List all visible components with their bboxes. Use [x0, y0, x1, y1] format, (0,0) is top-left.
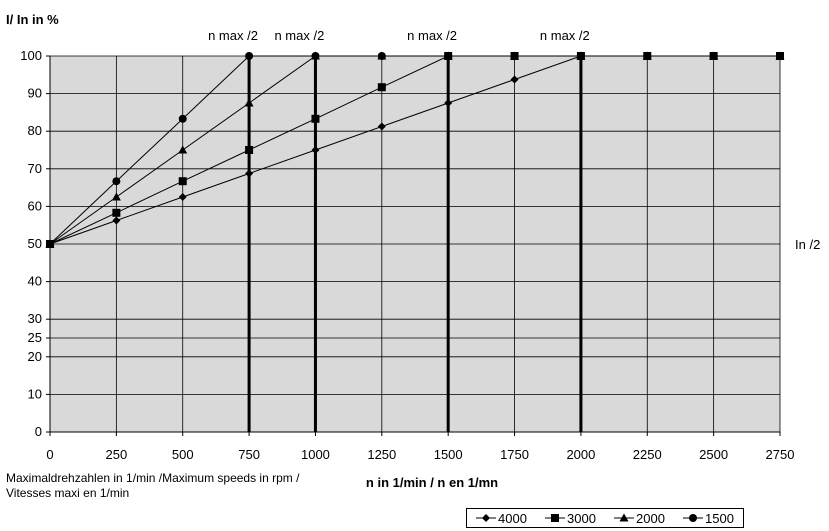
circle-point: [377, 52, 386, 60]
triangle-point: [111, 192, 121, 201]
x-axis-label: n in 1/min / n en 1/mn: [366, 475, 498, 490]
circle-point: [112, 177, 121, 186]
caption-line-1: Maximaldrehzahlen in 1/min /Maximum spee…: [6, 471, 300, 485]
series-line: [49, 55, 780, 245]
series-1500: [46, 52, 784, 248]
in-half-annotation: In /2: [795, 237, 820, 252]
x-tick-label: 1250: [367, 447, 396, 462]
diamond-point: [311, 146, 320, 154]
x-tick-label: 500: [172, 447, 194, 462]
circle-point: [311, 52, 320, 60]
square-point: [377, 83, 386, 92]
circle-point: [643, 52, 652, 60]
y-tick-label: 10: [28, 386, 42, 401]
circle-point: [776, 52, 784, 60]
diamond-marker-icon: [476, 514, 497, 522]
circle-point: [576, 52, 585, 60]
legend: 4000 3000 2000 1500: [466, 508, 744, 528]
x-tick-label: 750: [238, 447, 260, 462]
square-point: [551, 514, 560, 522]
legend-item-2000: 2000: [614, 511, 665, 526]
y-tick-label: 20: [28, 349, 42, 364]
legend-label: 2000: [636, 510, 665, 526]
y-tick-label: 50: [28, 236, 42, 251]
circle-point: [178, 114, 187, 123]
square-point: [178, 177, 187, 186]
y-tick-label: 25: [28, 330, 42, 345]
n-max-label: n max /2: [540, 28, 590, 43]
circle-point: [709, 52, 718, 60]
y-tick-label: 30: [28, 311, 42, 326]
y-tick-label: 60: [28, 198, 42, 213]
n-max-lines: n max /2 n max /2 n max /2 n max /2: [208, 28, 590, 432]
x-tick-label: 2750: [766, 447, 795, 462]
x-tick-label: 1750: [500, 447, 529, 462]
circle-point: [245, 52, 254, 60]
x-tick-label: 1000: [301, 447, 330, 462]
x-tick-label: 2250: [633, 447, 662, 462]
caption-line-2: Vitesses maxi en 1/min: [6, 486, 130, 500]
triangle-point: [178, 145, 188, 154]
diamond-point: [482, 514, 491, 522]
diamond-point: [112, 216, 121, 225]
y-tick-label: 40: [28, 274, 42, 289]
caption: Maximaldrehzahlen in 1/min /Maximum spee…: [6, 471, 346, 501]
square-point: [112, 208, 121, 217]
legend-item-1500: 1500: [683, 511, 734, 526]
n-max-label: n max /2: [274, 28, 324, 43]
circle-point: [444, 52, 453, 60]
legend-label: 4000: [498, 510, 527, 526]
y-tick-label: 80: [28, 123, 42, 138]
legend-item-3000: 3000: [545, 511, 596, 526]
circle-point: [510, 52, 519, 60]
square-point: [245, 146, 254, 154]
y-tick-label: 90: [28, 86, 42, 101]
x-tick-label: 0: [46, 447, 53, 462]
legend-label: 3000: [567, 510, 596, 526]
n-max-label: n max /2: [407, 28, 457, 43]
circle-point: [689, 514, 698, 522]
square-point: [311, 114, 320, 123]
legend-item-4000: 4000: [476, 511, 527, 526]
n-max-label: n max /2: [208, 28, 258, 43]
circle-marker-icon: [683, 514, 704, 522]
triangle-marker-icon: [614, 513, 635, 522]
legend-label: 1500: [705, 510, 734, 526]
x-tick-label: 2500: [699, 447, 728, 462]
y-axis-label: I/ In in %: [6, 12, 59, 27]
triangle-point: [619, 513, 629, 522]
triangle-point: [244, 98, 254, 107]
y-tick-label: 70: [28, 161, 42, 176]
square-marker-icon: [545, 514, 566, 522]
diamond-point: [245, 169, 254, 178]
diamond-point: [377, 122, 386, 131]
diamond-point: [178, 193, 187, 201]
diamond-point: [444, 99, 453, 107]
grid-lines: [49, 55, 781, 433]
x-tick-label: 1500: [434, 447, 463, 462]
diamond-point: [510, 75, 519, 84]
x-tick-label: 2000: [566, 447, 595, 462]
y-tick-label: 100: [20, 48, 42, 63]
x-tick-label: 250: [106, 447, 128, 462]
y-tick-label: 0: [35, 424, 42, 439]
